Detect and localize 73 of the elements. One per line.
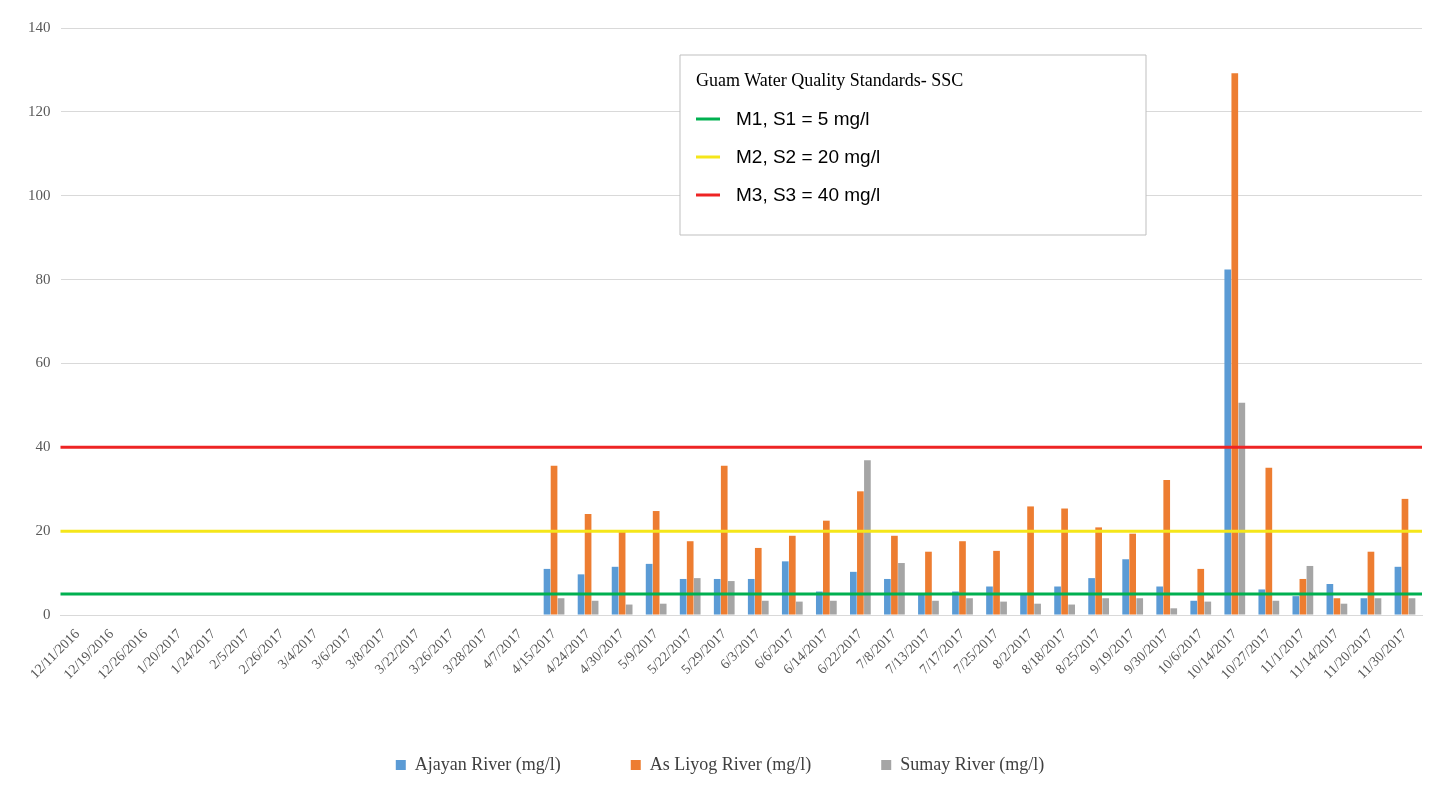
bar [659, 603, 667, 615]
y-tick-label: 20 [35, 522, 51, 539]
legend-label: M3, S3 = 40 mg/l [736, 184, 881, 206]
bar [788, 535, 796, 615]
legend-label: M1, S1 = 5 mg/l [736, 108, 870, 130]
bar [679, 578, 687, 615]
bar [993, 550, 1000, 615]
bar [1333, 598, 1341, 615]
bar [830, 600, 837, 615]
y-tick-label: 120 [28, 102, 51, 119]
bar [747, 578, 755, 615]
bar [1170, 608, 1178, 615]
bar [1224, 269, 1232, 615]
bar [898, 563, 905, 615]
bar [1238, 402, 1246, 615]
bar [891, 535, 898, 615]
bar [925, 551, 932, 615]
bar [761, 600, 769, 615]
bar [1095, 527, 1102, 615]
bar [1068, 604, 1075, 615]
bar [1408, 598, 1416, 615]
bar [1360, 598, 1368, 615]
bar [625, 604, 633, 615]
bar [932, 600, 939, 615]
bar [686, 541, 694, 615]
y-tick-label: 140 [28, 18, 51, 35]
y-tick-label: 0 [43, 605, 51, 622]
bar [713, 578, 721, 615]
bar [693, 578, 701, 615]
bar [1204, 601, 1212, 615]
bar [754, 547, 762, 615]
bar [1129, 533, 1137, 615]
bar [1292, 596, 1300, 615]
bar [1190, 600, 1198, 615]
bar [727, 581, 735, 615]
bar [1197, 568, 1205, 615]
bar [796, 601, 803, 615]
y-tick-label: 60 [35, 354, 51, 371]
legend-label: M2, S2 = 20 mg/l [736, 146, 881, 168]
legend-label: As Liyog River (mg/l) [649, 753, 812, 775]
legend-label: Ajayan River (mg/l) [414, 753, 561, 775]
bar [1374, 598, 1382, 615]
y-tick-label: 100 [28, 186, 51, 203]
annotation: Guam Water Quality Standards- SSC [696, 69, 964, 90]
bar [1136, 598, 1144, 615]
bar [850, 571, 857, 615]
y-tick-label: 80 [35, 270, 51, 287]
bar [1272, 600, 1280, 615]
bar [1102, 598, 1110, 615]
bar [864, 460, 871, 615]
bar [1265, 467, 1273, 615]
legend-label: Sumay River (mg/l) [900, 753, 1045, 775]
bar [720, 465, 728, 615]
bar [591, 600, 599, 615]
bar [884, 578, 891, 615]
bar [1034, 603, 1041, 615]
bar [966, 598, 973, 615]
bar [557, 598, 565, 615]
bar [918, 594, 925, 615]
bar [1163, 480, 1171, 615]
bar [1061, 508, 1068, 615]
bar [959, 541, 966, 615]
y-tick-label: 40 [35, 438, 51, 455]
bar [857, 491, 864, 615]
bar [1088, 578, 1095, 615]
bar [1122, 559, 1129, 615]
bar [1020, 594, 1027, 615]
bar [823, 520, 830, 615]
bar [1027, 506, 1034, 615]
bar [1340, 603, 1348, 615]
bar [1231, 73, 1239, 615]
bar [1000, 601, 1007, 615]
bar [781, 561, 789, 615]
